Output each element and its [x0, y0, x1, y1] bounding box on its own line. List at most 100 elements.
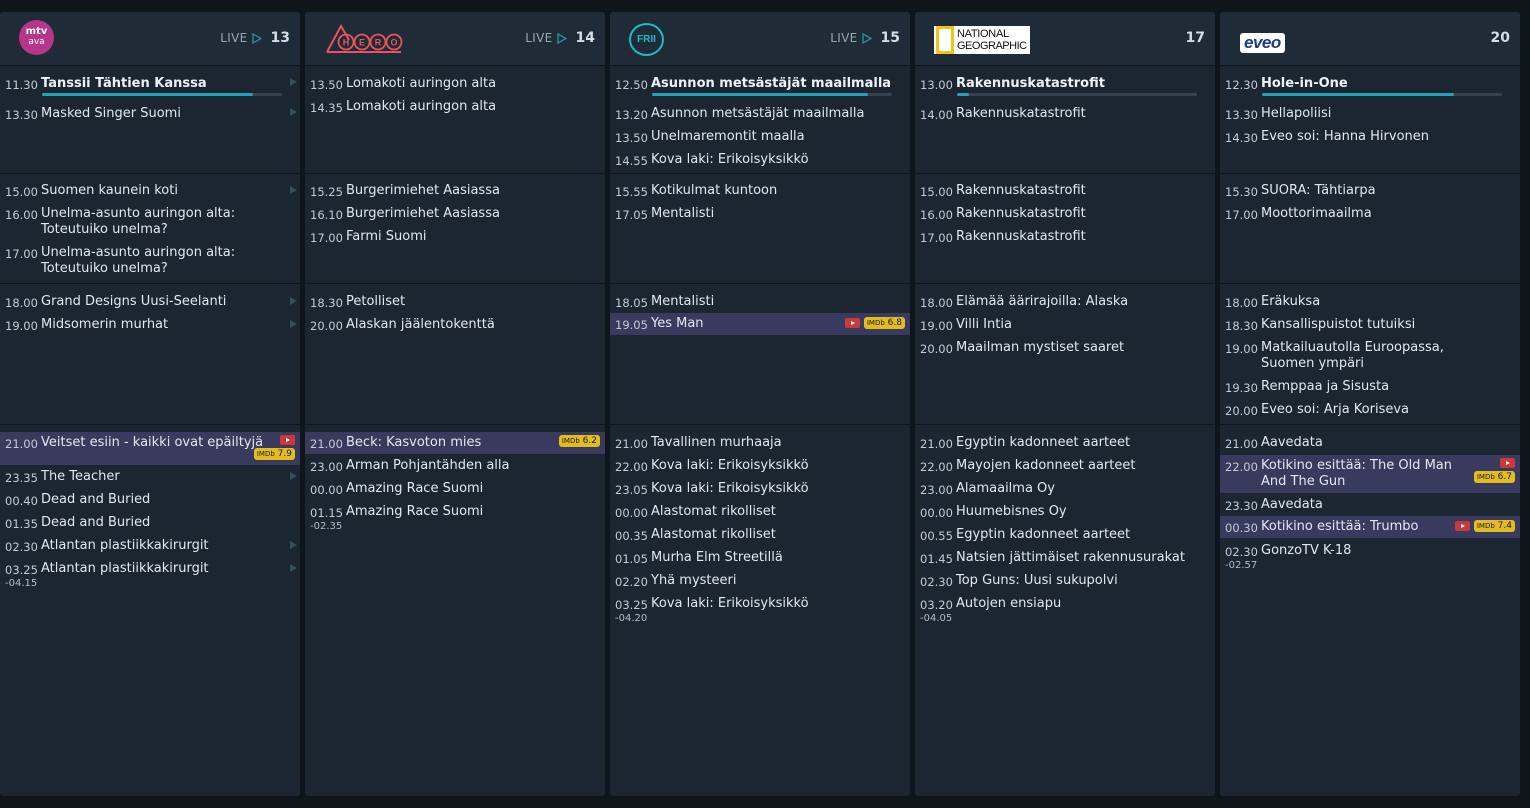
program-current[interactable]: 11.30 Tanssii Tähtien Kanssa	[0, 73, 300, 96]
catchup-play-icon[interactable]	[290, 564, 297, 572]
program-row[interactable]: 17.00 Rakennuskatastrofit	[915, 226, 1215, 249]
catchup-play-icon[interactable]	[290, 297, 297, 305]
youtube-trailer-icon[interactable]	[1500, 458, 1515, 468]
program-row[interactable]: 00.00 Amazing Race Suomi	[305, 478, 605, 501]
program-row[interactable]: 03.20 Autojen ensiapu	[915, 593, 1215, 616]
program-row[interactable]: 01.35 Dead and Buried	[0, 512, 300, 535]
program-row[interactable]: 23.00 Alamaailma Oy	[915, 478, 1215, 501]
program-row[interactable]: 00.00 Alastomat rikolliset	[610, 501, 910, 524]
youtube-trailer-icon[interactable]	[844, 318, 860, 328]
program-row[interactable]: 18.00 Grand Designs Uusi-Seelanti	[0, 291, 300, 314]
program-row[interactable]: 01.05 Murha Elm Streetillä	[610, 547, 910, 570]
program-row[interactable]: 18.00 Elämää äärirajoilla: Alaska	[915, 291, 1215, 314]
program-row[interactable]: 00.35 Alastomat rikolliset	[610, 524, 910, 547]
channel-header[interactable]: eveo 20	[1220, 12, 1520, 66]
program-title: Huumebisnes Oy	[956, 504, 1067, 519]
program-row[interactable]: 19.30 Remppaa ja Sisusta	[1220, 376, 1520, 399]
imdb-rating-badge[interactable]: IMDb 6.8	[863, 317, 905, 329]
program-row[interactable]: 13.50 Unelmaremontit maalla	[610, 126, 910, 149]
live-label[interactable]: LIVE	[830, 31, 858, 45]
program-row[interactable]: 00.40 Dead and Buried	[0, 489, 300, 512]
program-row[interactable]: 20.00 Alaskan jäälentokenttä	[305, 314, 605, 337]
live-label[interactable]: LIVE	[220, 31, 248, 45]
program-row-highlighted[interactable]: 19.05 Yes Man	[610, 313, 910, 335]
program-row[interactable]: 02.30 Top Guns: Uusi sukupolvi	[915, 570, 1215, 593]
program-row[interactable]: 23.30 Aavedata	[1220, 494, 1520, 517]
program-row[interactable]: 15.25 Burgerimiehet Aasiassa	[305, 180, 605, 203]
program-row[interactable]: 15.30 SUORA: Tähtiarpa	[1220, 180, 1520, 203]
program-row[interactable]: 18.30 Kansallispuistot tutuiksi	[1220, 314, 1520, 337]
program-row-highlighted[interactable]: 21.00 Veitset esiin - kaikki ovat epäilt…	[0, 432, 300, 465]
program-current[interactable]: 13.00 Rakennuskatastrofit	[915, 73, 1215, 96]
program-row[interactable]: 16.00 Rakennuskatastrofit	[915, 203, 1215, 226]
program-row[interactable]: 18.00 Eräkuksa	[1220, 291, 1520, 314]
program-row[interactable]: 01.15 Amazing Race Suomi	[305, 501, 605, 524]
program-row[interactable]: 16.10 Burgerimiehet Aasiassa	[305, 203, 605, 226]
imdb-rating-badge[interactable]: IMDb 6.2	[558, 435, 600, 447]
channel-header[interactable]: mtv ava LIVE 13	[0, 12, 300, 66]
program-row[interactable]: 02.30 GonzoTV K-18	[1220, 540, 1520, 563]
program-row[interactable]: 23.35 The Teacher	[0, 466, 300, 489]
program-row[interactable]: 17.05 Mentalisti	[610, 203, 910, 226]
program-row[interactable]: 00.55 Egyptin kadonneet aarteet	[915, 524, 1215, 547]
program-row[interactable]: 20.00 Eveo soi: Arja Koriseva	[1220, 399, 1520, 422]
program-current[interactable]: 12.50 Asunnon metsästäjät maailmalla	[610, 73, 910, 96]
program-row[interactable]: 13.30 Masked Singer Suomi	[0, 103, 300, 126]
program-row[interactable]: 22.00 Kova laki: Erikoisyksikkö	[610, 455, 910, 478]
live-play-icon[interactable]	[556, 32, 567, 44]
program-row[interactable]: 14.35 Lomakoti auringon alta	[305, 96, 605, 119]
program-row[interactable]: 03.25 Kova laki: Erikoisyksikkö	[610, 593, 910, 616]
imdb-rating-badge[interactable]: IMDb 6.7	[1473, 471, 1515, 483]
program-row[interactable]: 19.00 Villi Intia	[915, 314, 1215, 337]
catchup-play-icon[interactable]	[290, 320, 297, 328]
program-row[interactable]: 15.55 Kotikulmat kuntoon	[610, 180, 910, 203]
imdb-rating-badge[interactable]: IMDb 7.9	[253, 448, 295, 460]
program-row[interactable]: 18.30 Petolliset	[305, 291, 605, 314]
channel-header[interactable]: H E R O LIVE 14	[305, 12, 605, 66]
youtube-trailer-icon[interactable]	[280, 435, 295, 445]
program-row[interactable]: 14.00 Rakennuskatastrofit	[915, 103, 1215, 126]
program-row[interactable]: 14.55 Kova laki: Erikoisyksikkö	[610, 149, 910, 172]
program-row-highlighted[interactable]: 00.30 Kotikino esittää: Trumbo	[1220, 516, 1520, 538]
program-row[interactable]: 02.30 Atlantan plastiikkakirurgit	[0, 535, 300, 558]
program-row[interactable]: 15.00 Suomen kaunein koti	[0, 180, 300, 203]
catchup-play-icon[interactable]	[290, 186, 297, 194]
catchup-play-icon[interactable]	[290, 541, 297, 549]
program-row[interactable]: 22.00 Mayojen kadonneet aarteet	[915, 455, 1215, 478]
program-row[interactable]: 17.00 Unelma-asunto auringon alta: Toteu…	[0, 242, 300, 280]
program-row[interactable]: 14.30 Eveo soi: Hanna Hirvonen	[1220, 126, 1520, 149]
catchup-play-icon[interactable]	[290, 472, 297, 480]
program-row[interactable]: 00.00 Huumebisnes Oy	[915, 501, 1215, 524]
program-row[interactable]: 21.00 Aavedata	[1220, 432, 1520, 455]
youtube-trailer-icon[interactable]	[1454, 521, 1470, 531]
live-label[interactable]: LIVE	[525, 31, 553, 45]
channel-header[interactable]: NATIONAL GEOGRAPHIC 17	[915, 12, 1215, 66]
program-row[interactable]: 13.30 Hellapoliisi	[1220, 103, 1520, 126]
program-row[interactable]: 13.50 Lomakoti auringon alta	[305, 73, 605, 96]
program-row[interactable]: 23.00 Arman Pohjantähden alla	[305, 455, 605, 478]
program-row[interactable]: 21.00 Egyptin kadonneet aarteet	[915, 432, 1215, 455]
program-row[interactable]: 19.00 Midsomerin murhat	[0, 314, 300, 337]
program-row[interactable]: 17.00 Farmi Suomi	[305, 226, 605, 249]
program-row[interactable]: 03.25 Atlantan plastiikkakirurgit	[0, 558, 300, 581]
program-row[interactable]: 15.00 Rakennuskatastrofit	[915, 180, 1215, 203]
program-row-highlighted[interactable]: 22.00 Kotikino esittää: The Old Man And …	[1220, 455, 1520, 493]
program-row[interactable]: 21.00 Tavallinen murhaaja	[610, 432, 910, 455]
live-play-icon[interactable]	[861, 32, 872, 44]
program-row[interactable]: 19.00 Matkailuautolla Euroopassa, Suomen…	[1220, 337, 1520, 375]
program-row[interactable]: 02.20 Yhä mysteeri	[610, 570, 910, 593]
catchup-play-icon[interactable]	[290, 108, 297, 116]
program-row[interactable]: 01.45 Natsien jättimäiset rakennusurakat	[915, 547, 1215, 570]
program-row[interactable]: 23.05 Kova laki: Erikoisyksikkö	[610, 478, 910, 501]
imdb-rating-badge[interactable]: IMDb 7.4	[1473, 520, 1515, 532]
live-play-icon[interactable]	[251, 32, 262, 44]
program-row[interactable]: 16.00 Unelma-asunto auringon alta: Toteu…	[0, 203, 300, 241]
program-row[interactable]: 18.05 Mentalisti	[610, 291, 910, 314]
program-row[interactable]: 20.00 Maailman mystiset saaret	[915, 337, 1215, 360]
channel-header[interactable]: FRII LIVE 15	[610, 12, 910, 66]
program-row[interactable]: 17.00 Moottorimaailma	[1220, 203, 1520, 226]
catchup-play-icon[interactable]	[290, 78, 297, 86]
program-row[interactable]: 13.20 Asunnon metsästäjät maailmalla	[610, 103, 910, 126]
program-row-highlighted[interactable]: 21.00 Beck: Kasvoton mies	[305, 432, 605, 454]
program-current[interactable]: 12.30 Hole-in-One	[1220, 73, 1520, 96]
